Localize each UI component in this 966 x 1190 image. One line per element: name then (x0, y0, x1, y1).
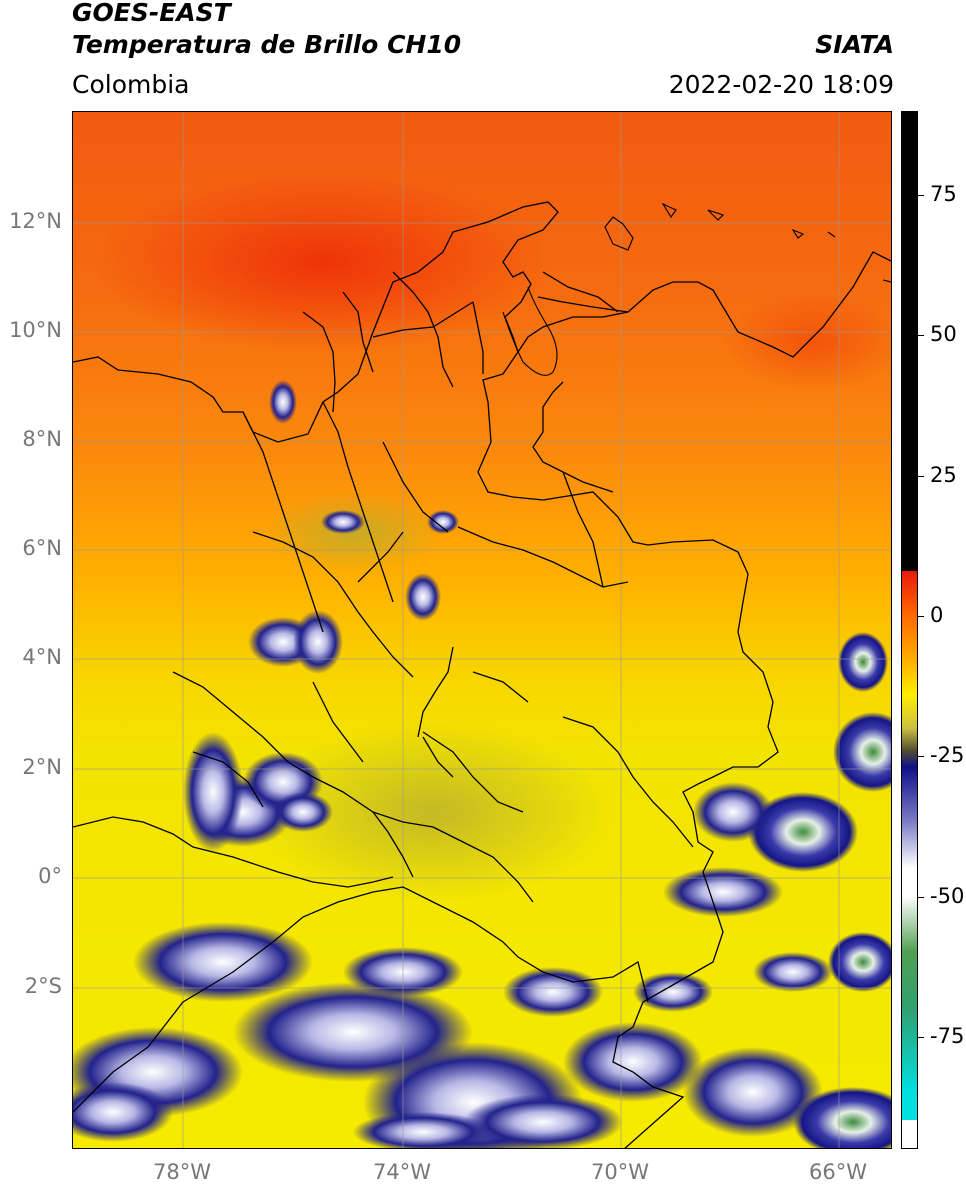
cold-cloud-cell (273, 792, 333, 832)
lon-tick-label: 66°W (809, 1160, 867, 1184)
cold-cloud-cell (427, 510, 459, 534)
lon-tick-label: 78°W (153, 1160, 211, 1184)
cold-cloud-cell (828, 932, 891, 992)
cold-cloud-cell (353, 1112, 493, 1148)
lat-tick-label: 4°N (22, 645, 62, 669)
lon-tick-label: 74°W (373, 1160, 431, 1184)
colorbar-tick-label: 0 (930, 602, 944, 627)
coastline-islands (502, 202, 891, 376)
colorbar (901, 111, 918, 1149)
lat-tick-label: 10°N (9, 318, 62, 342)
graticule (73, 112, 891, 1148)
title-source: SIATA (815, 30, 894, 59)
cold-cloud-cell (183, 732, 243, 852)
cold-cloud-cell (748, 792, 858, 872)
title-product: Temperatura de Brillo CH10 (72, 30, 462, 59)
cold-cloud-cell (233, 982, 473, 1082)
cold-cloud-cell (633, 972, 713, 1012)
colorbar-tick-mark (918, 756, 924, 758)
colorbar-tick-label: -50 (930, 883, 965, 908)
cloud-cells (73, 380, 891, 1148)
cold-cloud-cell (683, 1047, 823, 1137)
lat-tick-label: 2°S (24, 974, 62, 998)
colorbar-tick-label: 75 (930, 182, 957, 207)
cold-cloud-cell (463, 1094, 623, 1148)
cold-cloud-cell (405, 573, 441, 621)
cold-cloud-cell (833, 712, 891, 792)
colorbar-tick-label: -75 (930, 1023, 965, 1048)
cold-cloud-cell (693, 782, 773, 842)
colorbar-tick-mark (918, 195, 924, 197)
cold-cloud-cell (321, 510, 365, 534)
colorbar-tick-label: 25 (930, 462, 957, 487)
country-borders (73, 201, 891, 1148)
colorbar-tick-mark (918, 335, 924, 337)
colorbar-tick-mark (918, 896, 924, 898)
title-satellite: GOES-EAST (72, 0, 231, 27)
cold-cloud-cell (293, 610, 343, 674)
cold-cloud-cell (133, 922, 313, 1002)
cold-cloud-cell (563, 1022, 703, 1102)
cold-cloud-cell (269, 380, 297, 424)
cold-cloud-cell (753, 952, 833, 992)
region-label: Colombia (72, 70, 190, 99)
cold-cloud-cell (73, 1082, 173, 1142)
colorbar-tick-label: -25 (930, 743, 965, 768)
lat-tick-label: 12°N (9, 209, 62, 233)
cold-cloud-cell (838, 632, 888, 692)
cold-cloud-cell (503, 967, 603, 1017)
colorbar-tick-label: 50 (930, 322, 957, 347)
colorbar-tick-mark (918, 615, 924, 617)
cold-cloud-cell (663, 867, 783, 917)
datetime-label: 2022-02-20 18:09 (668, 70, 894, 99)
lat-tick-label: 6°N (22, 536, 62, 560)
colorbar-tick-mark (918, 475, 924, 477)
colorbar-tick-mark (918, 1036, 924, 1038)
lat-tick-label: 8°N (22, 427, 62, 451)
lon-tick-label: 70°W (591, 1160, 649, 1184)
satellite-map[interactable] (72, 111, 892, 1149)
lat-tick-label: 2°N (22, 755, 62, 779)
lat-tick-label: 0° (38, 864, 62, 888)
map-canvas (73, 112, 891, 1148)
